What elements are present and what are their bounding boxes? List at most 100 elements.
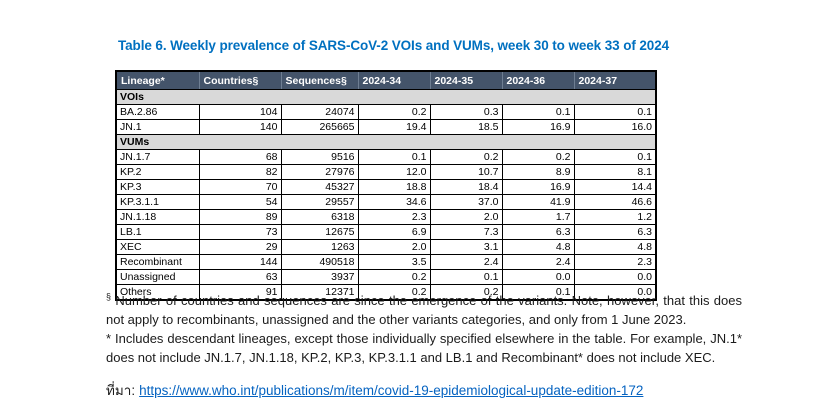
source-label: ที่มา: (106, 383, 136, 398)
table-row: Recombinant 144 490518 3.5 2.4 2.4 2.3 (115, 254, 657, 270)
week-prevalence-cell: 0.0 (501, 269, 575, 285)
footnote-marker-section-sign: § (106, 291, 112, 302)
lineage-cell: JN.1.7 (115, 149, 200, 165)
week-prevalence-cell: 0.3 (429, 104, 503, 120)
week-prevalence-cell: 2.0 (429, 209, 503, 225)
sequences-cell: 45327 (280, 179, 359, 195)
lineage-cell: JN.1.18 (115, 209, 200, 225)
week-prevalence-cell: 8.9 (501, 164, 575, 180)
footnote-text: Includes descendant lineages, except tho… (106, 331, 742, 365)
week-prevalence-cell: 16.0 (573, 119, 657, 135)
column-header: Lineage* (116, 71, 200, 90)
week-prevalence-cell: 3.1 (429, 239, 503, 255)
week-prevalence-cell: 0.2 (357, 284, 431, 301)
column-header: 2024-36 (502, 71, 575, 90)
week-prevalence-cell: 0.1 (357, 149, 431, 165)
sequences-cell: 9516 (280, 149, 359, 165)
week-prevalence-cell: 14.4 (573, 179, 657, 195)
week-prevalence-cell: 4.8 (573, 239, 657, 255)
week-prevalence-cell: 41.9 (501, 194, 575, 210)
week-prevalence-cell: 2.3 (573, 254, 657, 270)
section-label: VOIs (115, 89, 657, 105)
lineage-cell: LB.1 (115, 224, 200, 240)
table-title: Table 6. Weekly prevalence of SARS-CoV-2… (118, 38, 670, 53)
source-link[interactable]: https://www.who.int/publications/m/item/… (139, 383, 644, 398)
prevalence-table: Lineage* Countries§ Sequences§ 2024-34 2024-… (115, 70, 657, 301)
footnote-countries-sequences: § Number of countries and sequences are … (106, 291, 742, 329)
week-prevalence-cell: 0.0 (573, 269, 657, 285)
table-row: Others 91 12371 0.2 0.2 0.1 0.0 (115, 284, 657, 301)
week-prevalence-cell: 4.8 (501, 239, 575, 255)
week-prevalence-cell: 18.5 (429, 119, 503, 135)
column-header: Countries§ (199, 71, 282, 90)
column-header: 2024-34 (358, 71, 431, 90)
footnote-descendant-lineages: * Includes descendant lineages, except t… (106, 329, 742, 367)
countries-cell: 144 (198, 254, 282, 270)
countries-cell: 68 (198, 149, 282, 165)
sequences-cell: 27976 (280, 164, 359, 180)
column-header: Sequences§ (281, 71, 359, 90)
week-prevalence-cell: 1.7 (501, 209, 575, 225)
countries-cell: 82 (198, 164, 282, 180)
week-prevalence-cell: 0.2 (357, 104, 431, 120)
lineage-cell: KP.3 (115, 179, 200, 195)
week-prevalence-cell: 2.3 (357, 209, 431, 225)
week-prevalence-cell: 0.0 (573, 284, 657, 301)
week-prevalence-cell: 34.6 (357, 194, 431, 210)
lineage-cell: Recombinant (115, 254, 200, 270)
table-row: KP.3 70 45327 18.8 18.4 16.9 14.4 (115, 179, 657, 195)
week-prevalence-cell: 0.2 (357, 269, 431, 285)
sequences-cell: 3937 (280, 269, 359, 285)
lineage-cell: KP.2 (115, 164, 200, 180)
table-row: KP.2 82 27976 12.0 10.7 8.9 8.1 (115, 164, 657, 180)
week-prevalence-cell: 2.4 (501, 254, 575, 270)
week-prevalence-cell: 8.1 (573, 164, 657, 180)
sequences-cell: 24074 (280, 104, 359, 120)
sequences-cell: 6318 (280, 209, 359, 225)
week-prevalence-cell: 18.4 (429, 179, 503, 195)
sequences-cell: 29557 (280, 194, 359, 210)
table-row: JN.1.18 89 6318 2.3 2.0 1.7 1.2 (115, 209, 657, 225)
week-prevalence-cell: 37.0 (429, 194, 503, 210)
week-prevalence-cell: 7.3 (429, 224, 503, 240)
section-label: VUMs (115, 134, 657, 150)
table-row: Unassigned 63 3937 0.2 0.1 0.0 0.0 (115, 269, 657, 285)
countries-cell: 63 (198, 269, 282, 285)
countries-cell: 140 (198, 119, 282, 135)
week-prevalence-cell: 16.9 (501, 119, 575, 135)
week-prevalence-cell: 0.1 (501, 284, 575, 301)
sequences-cell: 490518 (280, 254, 359, 270)
week-prevalence-cell: 10.7 (429, 164, 503, 180)
week-prevalence-cell: 3.5 (357, 254, 431, 270)
week-prevalence-cell: 0.1 (573, 149, 657, 165)
countries-cell: 91 (198, 284, 282, 301)
sequences-cell: 1263 (280, 239, 359, 255)
week-prevalence-cell: 2.4 (429, 254, 503, 270)
week-prevalence-cell: 6.9 (357, 224, 431, 240)
week-prevalence-cell: 16.9 (501, 179, 575, 195)
footnote-marker-asterisk: * (106, 331, 112, 346)
footnote-text: Number of countries and sequences are si… (106, 293, 742, 327)
source-line: ที่มา: https://www.who.int/publications/m… (106, 379, 643, 401)
week-prevalence-cell: 0.2 (429, 284, 503, 301)
table-row: JN.1 140 265665 19.4 18.5 16.9 16.0 (115, 119, 657, 135)
week-prevalence-cell: 12.0 (357, 164, 431, 180)
lineage-cell: KP.3.1.1 (115, 194, 200, 210)
table-row: XEC 29 1263 2.0 3.1 4.8 4.8 (115, 239, 657, 255)
countries-cell: 104 (198, 104, 282, 120)
column-header: 2024-35 (430, 71, 503, 90)
week-prevalence-cell: 19.4 (357, 119, 431, 135)
lineage-cell: XEC (115, 239, 200, 255)
table-row: BA.2.86 104 24074 0.2 0.3 0.1 0.1 (115, 104, 657, 120)
table-row: KP.3.1.1 54 29557 34.6 37.0 41.9 46.6 (115, 194, 657, 210)
countries-cell: 54 (198, 194, 282, 210)
section-row-vums: VUMs (115, 134, 657, 150)
week-prevalence-cell: 1.2 (573, 209, 657, 225)
countries-cell: 73 (198, 224, 282, 240)
countries-cell: 89 (198, 209, 282, 225)
week-prevalence-cell: 0.1 (501, 104, 575, 120)
section-row-vois: VOIs (115, 89, 657, 105)
sequences-cell: 265665 (280, 119, 359, 135)
week-prevalence-cell: 6.3 (501, 224, 575, 240)
